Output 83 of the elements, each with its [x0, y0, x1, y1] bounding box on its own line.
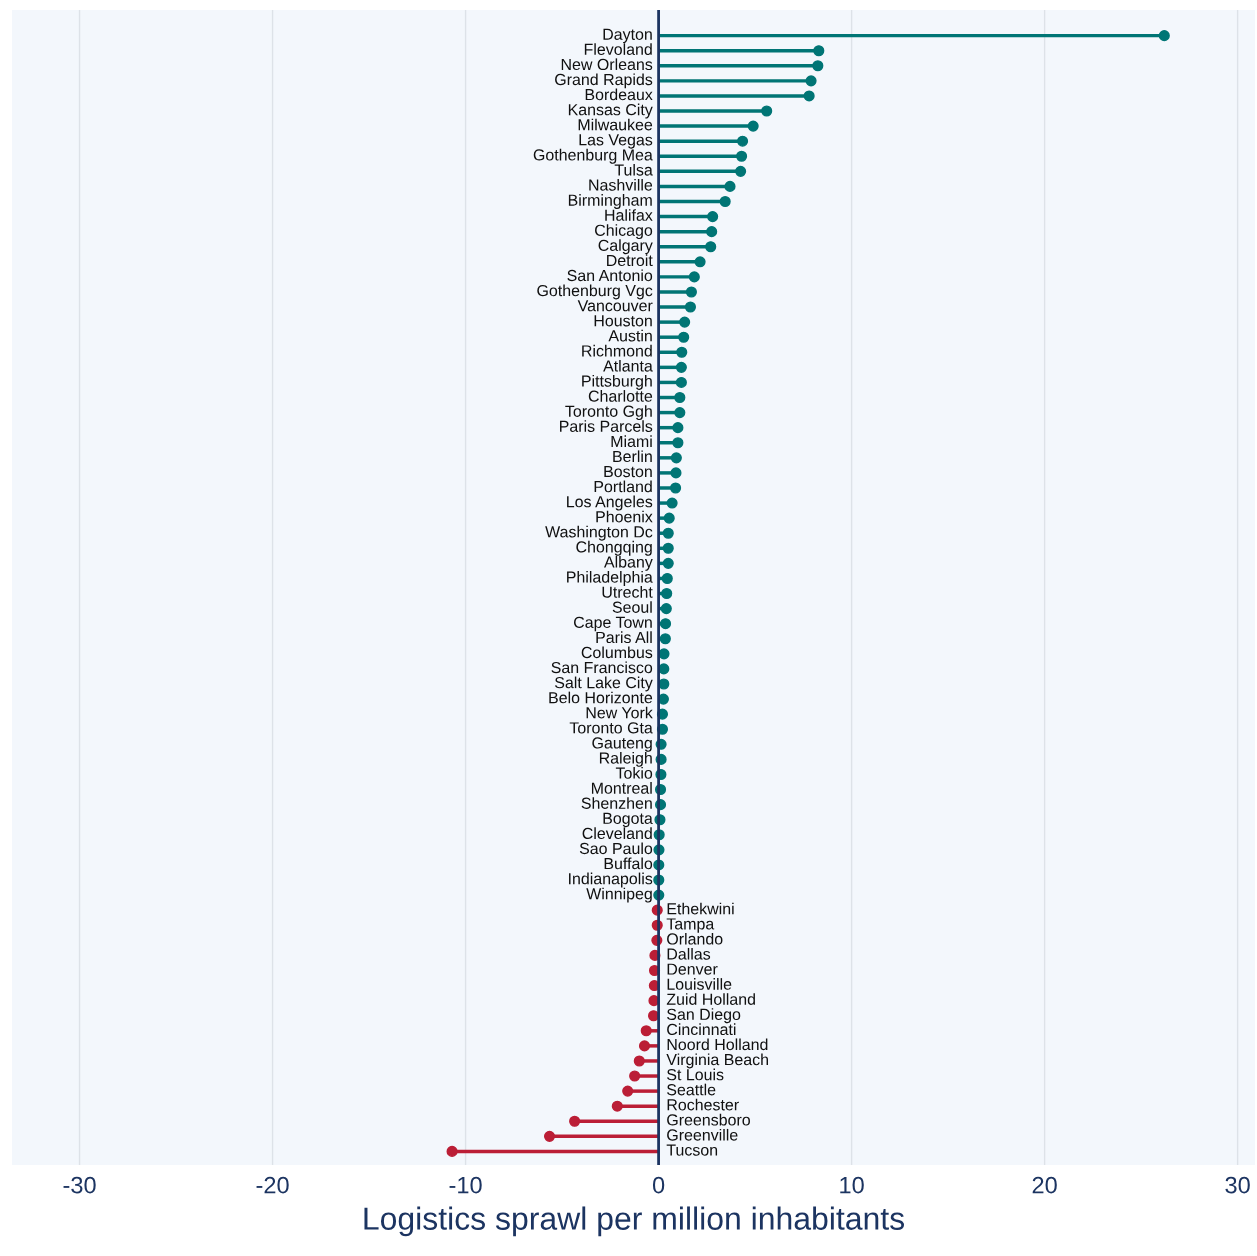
x-tick-label: -30 [63, 1176, 96, 1194]
y-tick-label: Las Vegas [579, 134, 653, 149]
y-tick-label: Rochester [667, 1098, 739, 1111]
y-tick-label: Seoul [612, 601, 652, 613]
y-tick-label: Dayton [603, 28, 652, 44]
y-tick-label: Berlin [613, 450, 652, 463]
y-tick-label: Detroit [607, 254, 653, 267]
y-tick-label: Grand Rapids [555, 73, 653, 89]
y-tick-label: Greenville [667, 1128, 738, 1141]
y-tick-label: Tokio [615, 767, 653, 779]
y-tick-label: New Orleans [561, 58, 653, 71]
y-tick-label: Tucson [666, 1144, 718, 1156]
x-tick-label: -10 [449, 1176, 482, 1194]
x-tick-label: 20 [1032, 1176, 1057, 1194]
y-tick-label: Cape Town [574, 616, 652, 632]
x-axis-title: Logistics sprawl per million inhabitants [364, 1206, 905, 1237]
y-tick-label: Seattle [667, 1083, 716, 1096]
y-tick-label: Tulsa [614, 163, 653, 176]
y-tick-label: Columbus [581, 646, 653, 659]
y-tick-label: Houston [594, 315, 652, 327]
y-tick-label: Gothenburg Vgc [537, 284, 653, 300]
y-tick-label: Shenzhen [581, 797, 652, 809]
y-tick-label: Tampa [666, 918, 715, 933]
y-tick-label: Montreal [591, 782, 652, 794]
y-tick-label: Utrecht [602, 586, 653, 598]
x-tick-label: 0 [652, 1176, 665, 1194]
y-tick-label: Dallas [667, 947, 711, 960]
y-tick-label: Cincinnati [667, 1023, 736, 1036]
x-tick-label: 10 [840, 1176, 864, 1194]
y-tick-label: Philadelphia [567, 571, 653, 586]
y-tick-label: Kansas City [568, 103, 653, 119]
y-tick-label: Paris All [596, 631, 652, 644]
y-tick-label: San Francisco [551, 661, 653, 674]
y-tick-label: Paris Parcels [560, 420, 653, 432]
y-tick-label: Birmingham [568, 194, 652, 209]
y-tick-label: New York [586, 706, 653, 719]
y-tick-label: Vancouver [577, 300, 653, 312]
x-tick-label: -20 [256, 1176, 289, 1194]
y-tick-label: Sao Paulo [579, 842, 653, 855]
y-tick-label: Washington Dc [545, 525, 653, 541]
y-tick-label: San Diego [667, 1008, 741, 1024]
y-tick-label: Louisville [667, 978, 732, 990]
y-tick-label: Flevoland [584, 43, 652, 55]
y-tick-label: Cleveland [582, 827, 652, 840]
y-tick-label: St Louis [667, 1068, 724, 1081]
y-tick-label: Pittsburgh [582, 374, 652, 390]
y-tick-label: Portland [594, 480, 652, 493]
y-tick-label: Salt Lake City [554, 676, 653, 692]
y-tick-label: Zuid Holland [666, 993, 755, 1005]
y-tick-label: Charlotte [588, 390, 653, 402]
x-tick-label: 30 [1225, 1176, 1250, 1194]
y-tick-label: Orlando [667, 932, 723, 945]
y-tick-label: Austin [608, 329, 652, 342]
y-tick-label: Los Angeles [567, 495, 653, 511]
y-tick-label: Atlanta [603, 359, 653, 372]
y-tick-label: Noord Holland [667, 1038, 768, 1051]
y-tick-label: Nashville [589, 178, 653, 191]
y-tick-label: Calgary [598, 239, 653, 255]
y-tick-label: San Antonio [567, 269, 653, 282]
y-tick-label: Miami [611, 435, 652, 448]
y-tick-label: Belo Horizonte [549, 691, 653, 704]
y-tick-label: Indianapolis [569, 872, 653, 888]
y-tick-label: Albany [604, 555, 653, 571]
y-tick-label: Halifax [605, 209, 653, 221]
y-tick-label: Greensboro [667, 1113, 750, 1126]
y-tick-label: Buffalo [604, 857, 653, 870]
y-tick-label: Ethekwini [667, 902, 734, 915]
y-tick-label: Toronto Ggh [565, 405, 652, 421]
y-tick-label: Toronto Gta [569, 722, 653, 734]
y-tick-label: Bordeaux [585, 88, 653, 101]
y-tick-label: Gauteng [592, 737, 652, 752]
y-tick-label: Chicago [595, 224, 653, 240]
y-tick-label: Richmond [582, 344, 652, 357]
y-tick-label: Virginia Beach [666, 1053, 768, 1069]
y-tick-label: Gothenburg Mea [533, 148, 653, 164]
y-tick-label: Denver [667, 963, 718, 975]
y-tick-label: Bogota [603, 812, 653, 828]
y-tick-label: Chongqing [576, 540, 652, 556]
y-tick-label: Boston [604, 466, 652, 478]
y-tick-label: Milwaukee [578, 118, 653, 131]
y-tick-label: Raleigh [599, 751, 652, 767]
y-tick-label: Winnipeg [586, 887, 652, 903]
y-tick-label: Phoenix [596, 510, 653, 523]
